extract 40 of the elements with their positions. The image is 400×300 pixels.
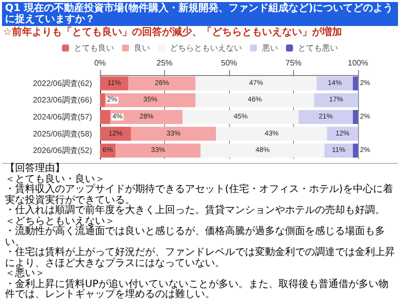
- legend-label: 悪い: [261, 44, 278, 52]
- bar: [200, 144, 324, 158]
- y-tick-label: 2025/06調査(58): [32, 129, 92, 138]
- chart-subtitle: ☆前年よりも「とても良い」の回答が減少、「どちらともいえない」が増加: [2, 26, 343, 39]
- bar: [195, 76, 317, 90]
- bar: [100, 93, 106, 108]
- chart-title: Q1 現在の不動産投資市場(物件購入・新規開発、ファンド組成など)についてどのように捉えていますか？: [2, 2, 398, 26]
- legend-label: どちらともいえない: [170, 44, 242, 52]
- x-tick-label: 0%: [94, 58, 106, 68]
- legend-label: とても良い: [74, 44, 114, 52]
- bar: [115, 144, 201, 158]
- x-tick-label: 25%: [156, 58, 173, 68]
- text: 【回答理由】: [5, 163, 66, 174]
- bar: [327, 126, 358, 141]
- text: ・賃料収入のアップサイドが期待できるアセット(住宅・オフィス・ホテル)を中心に着実な投資実行ができている。: [5, 184, 394, 206]
- y-tick-label: 2026/06調査(52): [32, 146, 92, 156]
- bar: [352, 110, 358, 124]
- bar: [316, 76, 353, 90]
- legend-label: とても悪い: [298, 44, 338, 52]
- text: ・仕入れは順調で前年度を大きく上回った。賃貸マンションやホテルの売却も好調。: [5, 205, 386, 216]
- bar: [100, 110, 110, 124]
- text: ・流動性が高く流通面では良いと感じるが、価格高騰が過多な側面を感じる場面も多い。: [5, 226, 385, 248]
- y-tick-label: 2022/06調査(62): [32, 78, 92, 88]
- y-tick-label: 2023/06調査(66): [32, 96, 92, 105]
- text: ・金利上昇に賃料UPが追い付いていないことが多い。また、取得後も普通借が多い物件では、レントギャップを埋めるのは難しい。: [5, 278, 390, 300]
- bar: [100, 126, 131, 141]
- text: ＜悪い＞: [5, 268, 45, 279]
- x-tick-label: 75%: [285, 58, 302, 68]
- y-tick-label: 2024/06調査(57): [32, 112, 92, 122]
- bar: [100, 76, 128, 90]
- legend-label: 良い: [134, 44, 150, 52]
- text: ＜どちらともいえない＞: [5, 216, 116, 226]
- bar: [352, 76, 358, 90]
- x-tick-label: 100%: [348, 58, 368, 68]
- bar: [324, 144, 353, 158]
- bar: [352, 144, 358, 158]
- bar: [128, 76, 196, 90]
- text: ＜とても良い・良い＞: [5, 174, 106, 184]
- x-tick-label: 50%: [220, 58, 238, 68]
- text: ・住宅は賃料が上がって好況だが、ファンドレベルでは変動金利での調達では金利上昇により、さほど大きなプラスにはなっていない。: [5, 247, 395, 268]
